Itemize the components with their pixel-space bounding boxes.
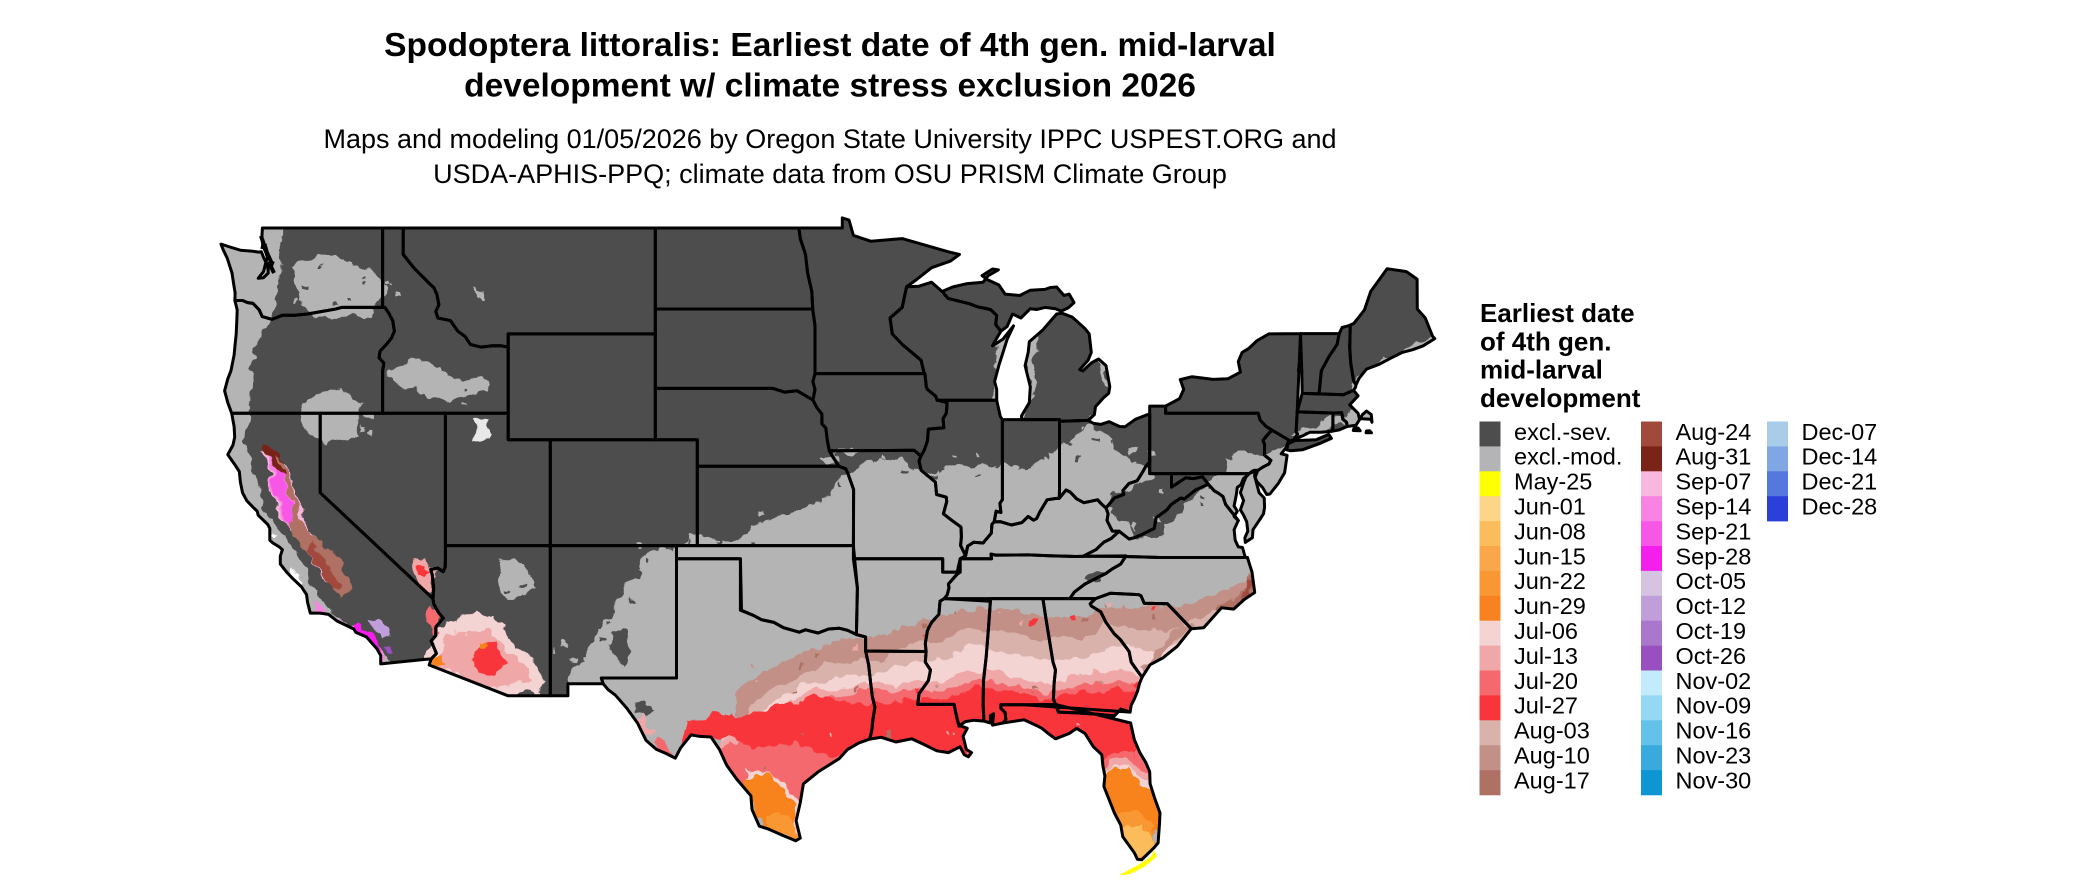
svg-text:Jun-08: Jun-08 — [1514, 518, 1586, 544]
svg-text:Jul-20: Jul-20 — [1514, 668, 1578, 694]
svg-text:Jul-13: Jul-13 — [1514, 643, 1578, 669]
svg-text:Aug-03: Aug-03 — [1514, 718, 1590, 744]
svg-text:development: development — [1480, 383, 1641, 413]
svg-text:Aug-17: Aug-17 — [1514, 767, 1590, 793]
svg-text:of 4th gen.: of 4th gen. — [1480, 326, 1611, 356]
svg-text:May-25: May-25 — [1514, 469, 1592, 495]
svg-text:Sep-28: Sep-28 — [1676, 543, 1752, 569]
svg-text:USDA-APHIS-PPQ; climate data f: USDA-APHIS-PPQ; climate data from OSU PR… — [433, 159, 1227, 189]
svg-text:Oct-26: Oct-26 — [1676, 643, 1747, 669]
svg-text:Dec-07: Dec-07 — [1802, 419, 1878, 445]
svg-text:Sep-07: Sep-07 — [1676, 469, 1752, 495]
svg-text:Aug-10: Aug-10 — [1514, 743, 1590, 769]
svg-text:Sep-14: Sep-14 — [1676, 494, 1752, 520]
svg-text:Aug-31: Aug-31 — [1676, 444, 1752, 470]
svg-text:Oct-19: Oct-19 — [1676, 618, 1747, 644]
svg-text:Earliest date: Earliest date — [1480, 298, 1635, 328]
svg-text:excl.-mod.: excl.-mod. — [1514, 444, 1622, 470]
svg-text:Nov-02: Nov-02 — [1676, 668, 1752, 694]
svg-text:Jun-15: Jun-15 — [1514, 543, 1586, 569]
svg-text:Nov-30: Nov-30 — [1676, 767, 1752, 793]
svg-text:Jun-01: Jun-01 — [1514, 494, 1586, 520]
svg-text:Oct-05: Oct-05 — [1676, 568, 1747, 594]
svg-text:mid-larval: mid-larval — [1480, 355, 1603, 385]
svg-text:Jul-27: Jul-27 — [1514, 693, 1578, 719]
svg-text:excl.-sev.: excl.-sev. — [1514, 419, 1612, 445]
svg-text:Jun-22: Jun-22 — [1514, 568, 1586, 594]
svg-text:Sep-21: Sep-21 — [1676, 518, 1752, 544]
svg-text:Dec-21: Dec-21 — [1802, 469, 1878, 495]
svg-text:Jul-06: Jul-06 — [1514, 618, 1578, 644]
svg-text:Nov-23: Nov-23 — [1676, 743, 1752, 769]
svg-text:Maps and modeling 01/05/2026 b: Maps and modeling 01/05/2026 by Oregon S… — [323, 124, 1336, 154]
svg-text:Jun-29: Jun-29 — [1514, 593, 1586, 619]
svg-text:development w/ climate stress: development w/ climate stress exclusion … — [464, 68, 1196, 105]
svg-text:Aug-24: Aug-24 — [1676, 419, 1752, 445]
svg-text:Oct-12: Oct-12 — [1676, 593, 1747, 619]
svg-text:Spodoptera littoralis: Earlies: Spodoptera littoralis: Earliest date of … — [384, 27, 1276, 64]
svg-text:Nov-09: Nov-09 — [1676, 693, 1752, 719]
svg-text:Nov-16: Nov-16 — [1676, 718, 1752, 744]
svg-text:Dec-28: Dec-28 — [1802, 494, 1878, 520]
svg-text:Dec-14: Dec-14 — [1802, 444, 1878, 470]
